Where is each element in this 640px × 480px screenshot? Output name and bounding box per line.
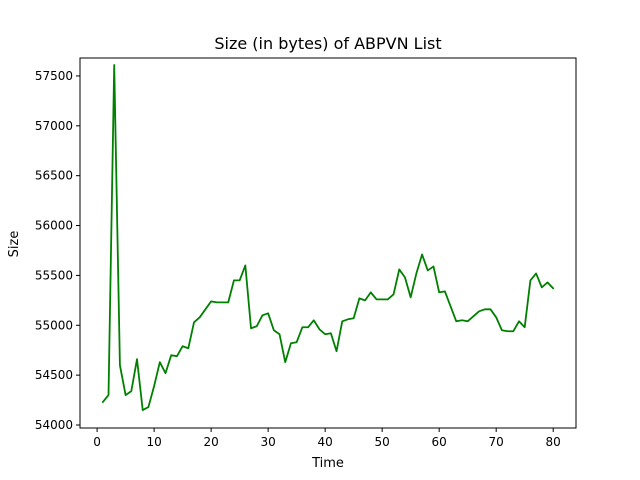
x-tick-label: 20 [203, 435, 218, 449]
y-tick-label: 56500 [35, 169, 73, 183]
x-tick-label: 10 [146, 435, 161, 449]
y-axis-label: Size [7, 231, 22, 258]
y-tick-label: 57000 [35, 119, 73, 133]
x-tick-label: 30 [260, 435, 275, 449]
y-tick-label: 54000 [35, 418, 73, 432]
y-tick-label: 54500 [35, 368, 73, 382]
chart-title: Size (in bytes) of ABPVN List [214, 34, 441, 53]
y-tick-label: 55500 [35, 268, 73, 282]
x-axis-ticks: 0 10 20 30 40 50 60 70 80 [93, 428, 561, 449]
series-layer [101, 64, 555, 411]
x-axis-label: Time [311, 456, 344, 471]
x-tick-label: 70 [489, 435, 504, 449]
y-axis-ticks: 54000 54500 55000 55500 56000 56500 57000 57500 [35, 69, 80, 432]
y-tick-label: 56000 [35, 219, 73, 233]
series-line [101, 64, 555, 411]
y-tick-label: 55000 [35, 318, 73, 332]
x-tick-label: 60 [432, 435, 447, 449]
x-tick-label: 50 [375, 435, 390, 449]
y-tick-label: 57500 [35, 69, 73, 83]
x-tick-label: 0 [93, 435, 101, 449]
x-tick-label: 40 [318, 435, 333, 449]
plot-frame [79, 57, 577, 429]
x-tick-label: 80 [546, 435, 561, 449]
